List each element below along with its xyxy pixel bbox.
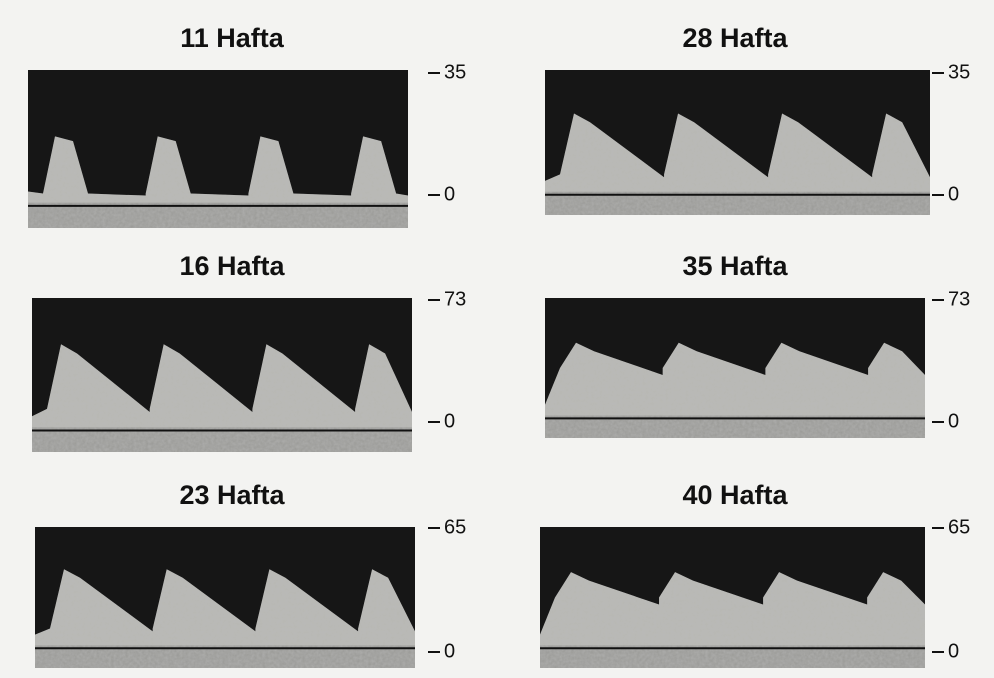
scale-top-label: 65 bbox=[948, 516, 970, 538]
scale-bottom-label: 0 bbox=[948, 640, 959, 662]
panel-title: 23 Hafta bbox=[179, 480, 285, 510]
scale-top-label: 73 bbox=[444, 288, 466, 310]
scale-bottom-label: 0 bbox=[948, 410, 959, 432]
panel-title: 35 Hafta bbox=[682, 251, 788, 281]
scale-bottom-label: 0 bbox=[444, 183, 455, 205]
scale-top-label: 73 bbox=[948, 288, 970, 310]
scale-bottom-label: 0 bbox=[948, 183, 959, 205]
panel-title: 11 Hafta bbox=[180, 23, 285, 53]
panel-title: 28 Hafta bbox=[682, 23, 788, 53]
scale-top-label: 35 bbox=[444, 61, 466, 83]
scale-top-label: 35 bbox=[948, 61, 970, 83]
figure: 11 Hafta 35 0 28 Hafta 35 0 16 Hafta 73 0 35 Haft… bbox=[0, 0, 994, 678]
scale-top-label: 65 bbox=[444, 516, 466, 538]
page: 11 Hafta 35 0 28 Hafta 35 0 16 Hafta 73 0 35 Haft… bbox=[0, 0, 994, 678]
scale-bottom-label: 0 bbox=[444, 640, 455, 662]
scale-bottom-label: 0 bbox=[444, 410, 455, 432]
panel-title: 40 Hafta bbox=[682, 480, 788, 510]
panel-title: 16 Hafta bbox=[179, 251, 285, 281]
